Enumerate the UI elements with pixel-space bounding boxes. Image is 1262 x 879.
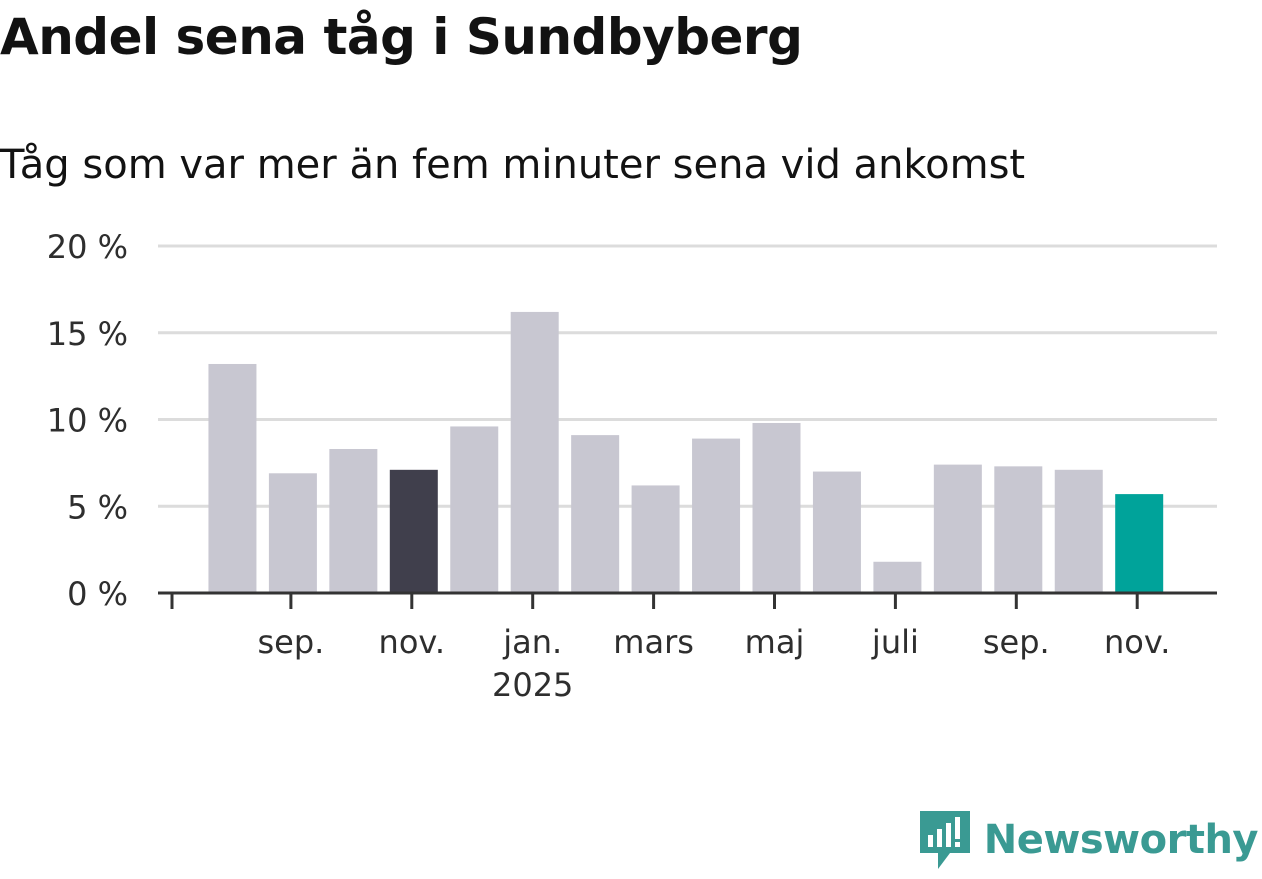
bar bbox=[1054, 469, 1103, 593]
newsworthy-logo-icon bbox=[919, 811, 970, 869]
x-axis bbox=[158, 591, 1217, 609]
bar bbox=[268, 473, 317, 593]
y-tick-label: 15 % bbox=[47, 315, 128, 353]
y-tick-label: 0 % bbox=[67, 575, 128, 613]
logo-text: Newsworthy bbox=[983, 817, 1259, 863]
newsworthy-logo: Newsworthy bbox=[919, 809, 1259, 871]
x-tick-year-label: 2025 bbox=[492, 666, 573, 704]
x-tick-label: nov. bbox=[379, 623, 445, 661]
bars bbox=[208, 311, 1164, 593]
chart-subtitle: Tåg som var mer än fem minuter sena vid … bbox=[0, 142, 1026, 188]
bar bbox=[1115, 494, 1164, 593]
y-axis-labels: 0 % 5 % 10 % 15 % 20 % bbox=[47, 228, 128, 613]
y-tick-label: 10 % bbox=[47, 402, 128, 440]
bar bbox=[510, 311, 559, 593]
bar bbox=[329, 448, 378, 593]
y-tick-label: 5 % bbox=[67, 488, 128, 526]
x-tick-label: sep. bbox=[983, 623, 1050, 661]
x-tick-label: sep. bbox=[257, 623, 324, 661]
bar bbox=[450, 426, 499, 593]
bar bbox=[631, 485, 680, 593]
bar-chart: 0 % 5 % 10 % 15 % 20 % sep. nov. jan. 2025 mars m… bbox=[47, 228, 1217, 704]
bar bbox=[873, 561, 922, 593]
bar bbox=[692, 438, 741, 593]
chart-title: Andel sena tåg i Sundbyberg bbox=[0, 8, 803, 66]
bar bbox=[994, 466, 1043, 593]
x-tick-label: maj bbox=[745, 623, 805, 661]
x-tick-label: jan. bbox=[502, 623, 562, 661]
y-tick-label: 20 % bbox=[47, 228, 128, 266]
gridlines bbox=[158, 244, 1217, 508]
x-axis-labels: sep. nov. jan. 2025 mars maj juli sep. nov. bbox=[257, 623, 1170, 704]
x-tick-label: mars bbox=[613, 623, 694, 661]
bar bbox=[812, 471, 861, 593]
bar bbox=[933, 464, 982, 593]
bar bbox=[389, 469, 438, 593]
bar bbox=[208, 363, 257, 593]
bar bbox=[571, 435, 620, 593]
bar bbox=[752, 422, 801, 593]
x-tick-label: juli bbox=[871, 623, 919, 661]
x-tick-label: nov. bbox=[1104, 623, 1170, 661]
